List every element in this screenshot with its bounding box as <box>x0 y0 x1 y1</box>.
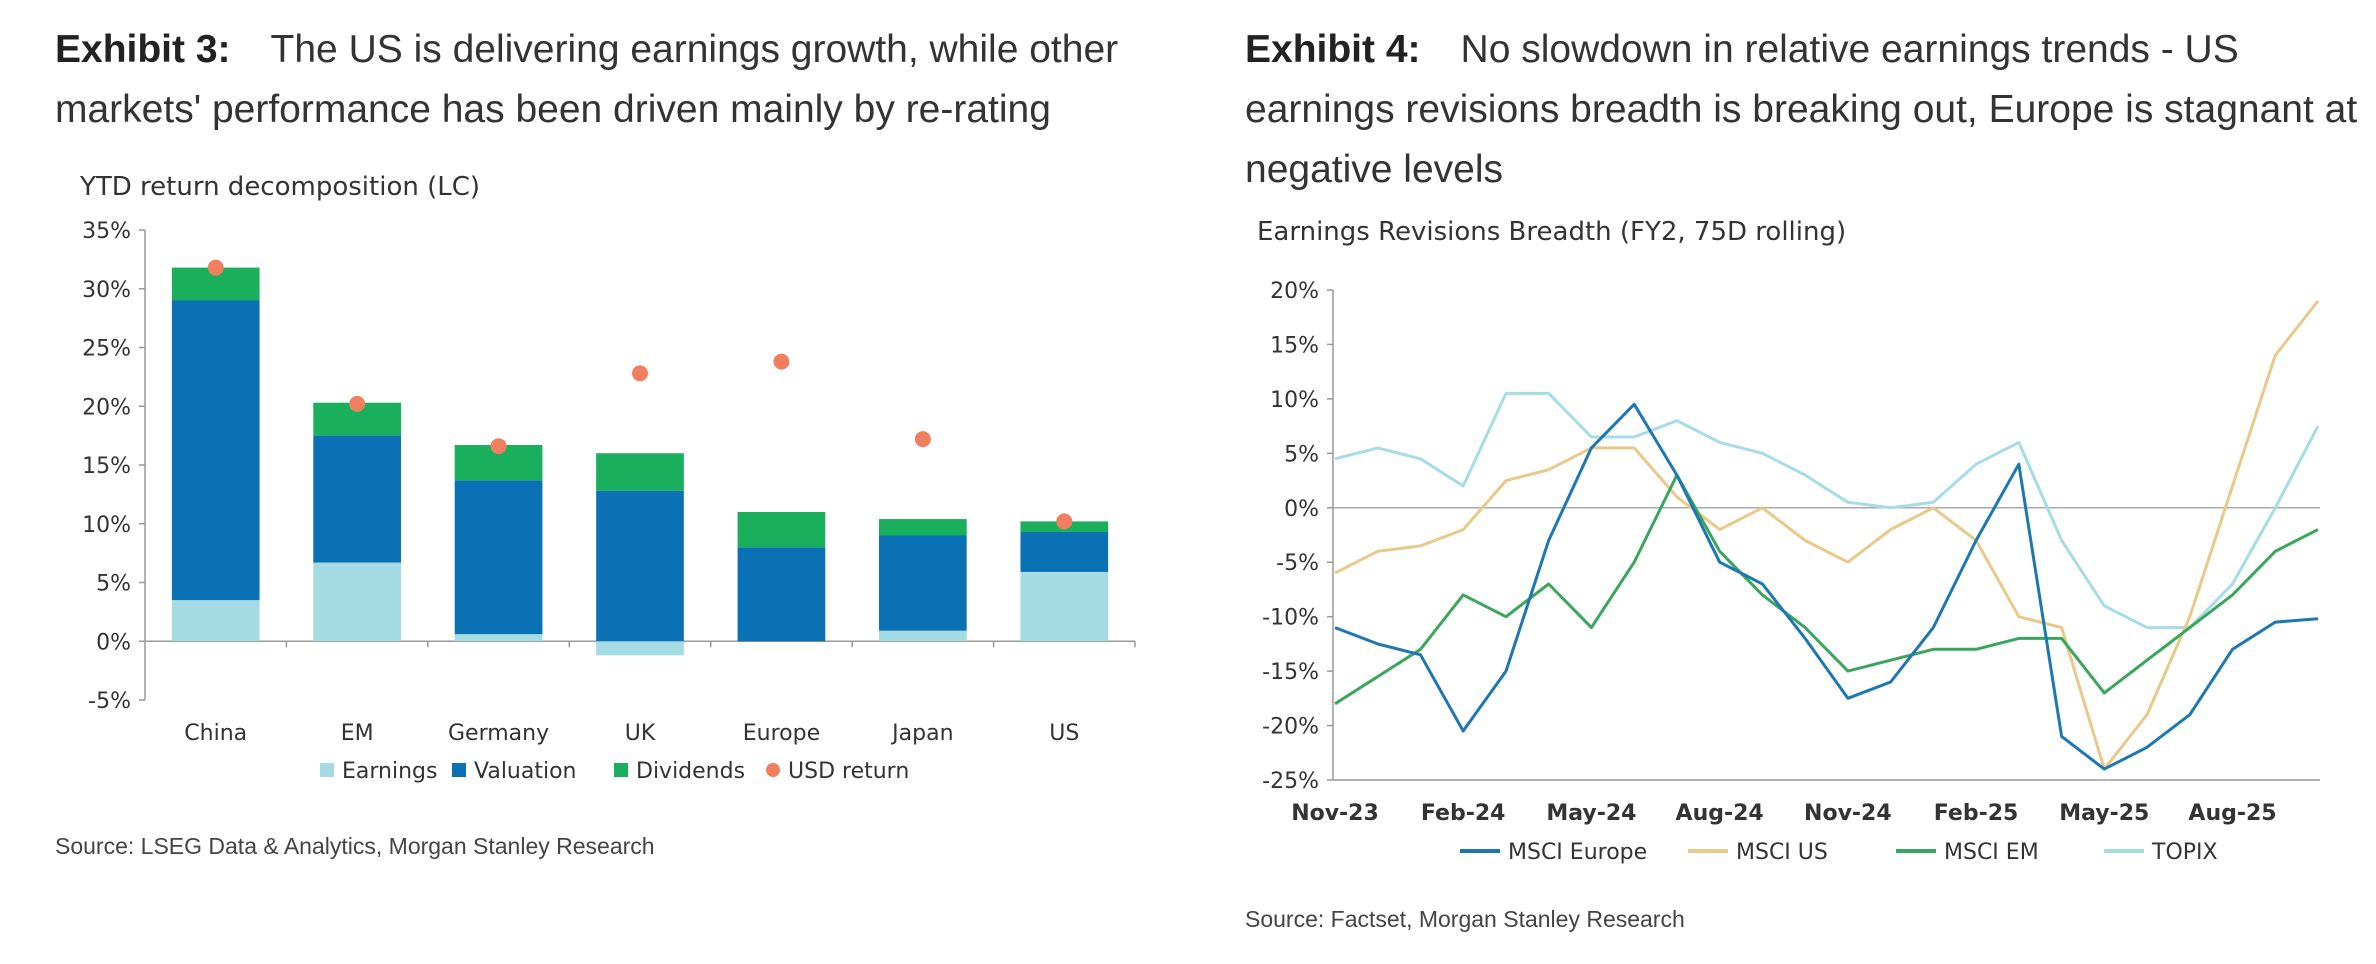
bar-segment-valuation <box>1020 531 1109 572</box>
x-tick-label: Feb-25 <box>1934 801 2019 826</box>
exhibit3-label: Exhibit 3: <box>55 28 231 71</box>
legend-label: Valuation <box>474 759 577 784</box>
series-line-msci-europe <box>1334 402 2319 771</box>
usd-return-marker <box>349 395 366 412</box>
series-line-msci-us <box>1334 299 2320 771</box>
usd-return-marker <box>914 431 931 448</box>
y-tick-label: -5% <box>1276 551 1319 576</box>
bar-segment-valuation <box>313 435 401 563</box>
x-category-label: China <box>184 721 247 746</box>
exhibit3-chart: YTD return decomposition (LC) -5% 0% 5% 10% 1… <box>55 150 1155 810</box>
legend-label: USD return <box>788 759 909 784</box>
x-category-label: UK <box>625 721 656 746</box>
usd-return-marker <box>1056 513 1073 530</box>
x-category-label: Japan <box>890 721 953 746</box>
legend-label: Earnings <box>342 759 437 784</box>
legend-swatch <box>320 763 334 777</box>
y-tick-label: 25% <box>82 337 131 362</box>
series-line-msci-em <box>1334 473 2319 706</box>
legend-marker <box>766 763 780 777</box>
x-tick-label: Aug-25 <box>2188 801 2276 826</box>
x-tick-label: May-24 <box>1546 801 1636 826</box>
y-tick-label: 35% <box>82 219 131 244</box>
y-tick-label: 5% <box>96 572 131 597</box>
bar-segment-earnings <box>454 634 543 642</box>
bar-segment-valuation <box>596 490 684 642</box>
exhibit4-title-line2: earnings revisions breadth is breaking o… <box>1245 88 2358 131</box>
bar-segment-earnings <box>313 562 401 642</box>
legend-label: MSCI US <box>1736 840 1828 865</box>
chart-title: YTD return decomposition (LC) <box>79 172 480 202</box>
y-tick-label: 20% <box>1270 279 1319 304</box>
bar-segment-earnings <box>879 630 967 642</box>
x-tick-label: May-25 <box>2059 801 2149 826</box>
exhibit4-title-line1: Exhibit 4: No slowdown in relative earnin… <box>1245 20 2365 80</box>
x-tick-label: Feb-24 <box>1421 801 1506 826</box>
exhibit4-heading: Exhibit 4: No slowdown in relative earnin… <box>1245 20 2365 200</box>
x-category-label: Germany <box>448 721 549 746</box>
bar-segment-valuation <box>879 535 967 631</box>
y-tick-label: -10% <box>1262 606 1319 631</box>
exhibit4-title-text1: No slowdown in relative earnings trends … <box>1460 28 2239 71</box>
legend-swatch <box>452 763 466 777</box>
legend-label: MSCI Europe <box>1508 840 1647 865</box>
exhibit4-label: Exhibit 4: <box>1245 28 1421 71</box>
y-tick-label: -5% <box>88 689 131 714</box>
y-tick-label: 20% <box>82 395 131 420</box>
usd-return-marker <box>207 259 224 276</box>
exhibit3-title-line1: Exhibit 3: The US is delivering earnings … <box>55 20 1195 80</box>
usd-return-marker <box>632 365 648 382</box>
y-tick-label: 10% <box>82 513 131 538</box>
bar-segment-earnings <box>171 600 260 642</box>
x-tick-label: Nov-23 <box>1291 801 1379 826</box>
x-category-label: US <box>1049 721 1079 746</box>
chart-title: Earnings Revisions Breadth (FY2, 75D rol… <box>1257 217 1846 247</box>
exhibit4-title-line3: negative levels <box>1245 148 1503 191</box>
legend-swatch <box>614 763 628 777</box>
bar-segment-valuation <box>737 547 826 642</box>
y-tick-label: 0% <box>96 630 131 655</box>
bar-segment-valuation <box>454 480 543 635</box>
exhibit4-chart: Earnings Revisions Breadth (FY2, 75D rol… <box>1245 210 2355 885</box>
legend-label: TOPIX <box>2151 840 2218 865</box>
x-tick-label: Nov-24 <box>1804 801 1892 826</box>
legend-label: Dividends <box>636 759 745 784</box>
y-tick-label: 30% <box>82 278 131 303</box>
x-category-label: Europe <box>743 721 820 746</box>
bar-segment-dividends <box>596 453 684 491</box>
x-tick-label: Aug-24 <box>1676 801 1764 826</box>
bar-segment-dividends <box>737 512 826 548</box>
y-tick-label: 15% <box>1270 333 1319 358</box>
usd-return-marker <box>773 353 790 370</box>
x-category-label: EM <box>341 721 374 746</box>
line-chart-svg: Earnings Revisions Breadth (FY2, 75D rol… <box>1257 217 2320 865</box>
y-tick-label: -15% <box>1262 660 1319 685</box>
series-line-topix <box>1334 391 2320 630</box>
y-tick-label: 10% <box>1270 388 1319 413</box>
exhibit3-source: Source: LSEG Data & Analytics, Morgan St… <box>55 833 655 859</box>
y-tick-label: 0% <box>1284 497 1319 522</box>
y-tick-label: 15% <box>82 454 131 479</box>
exhibit3-title-line2: markets' performance has been driven mai… <box>55 88 1051 131</box>
usd-return-marker <box>490 438 507 455</box>
bar-segment-earnings <box>596 641 684 656</box>
bar-segment-valuation <box>171 300 260 601</box>
bar-segment-dividends <box>879 519 967 536</box>
y-tick-label: -20% <box>1262 715 1319 740</box>
y-tick-label: 5% <box>1284 442 1319 467</box>
exhibit3-title-text1: The US is delivering earnings growth, wh… <box>270 28 1119 71</box>
legend-label: MSCI EM <box>1944 840 2039 865</box>
exhibit3-heading: Exhibit 3: The US is delivering earnings … <box>55 20 1195 140</box>
bar-segment-earnings <box>1020 571 1109 642</box>
bar-chart-svg: YTD return decomposition (LC) -5% 0% 5% 10% 1… <box>79 172 1136 784</box>
exhibit4-source: Source: Factset, Morgan Stanley Research <box>1245 906 1685 932</box>
y-tick-label: -25% <box>1262 769 1319 794</box>
